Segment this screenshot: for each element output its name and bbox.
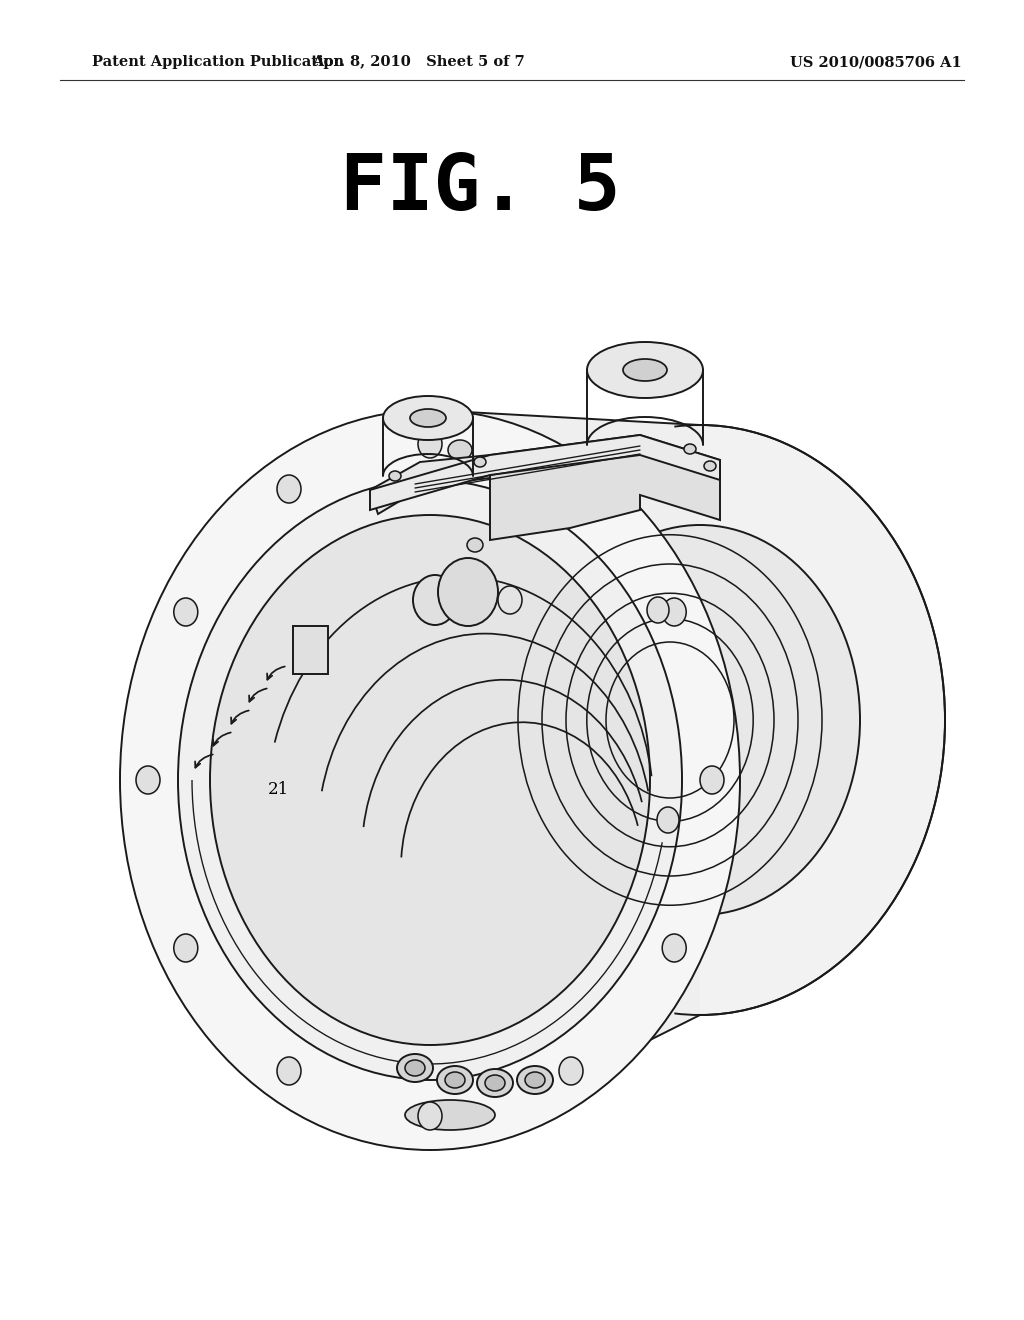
- Polygon shape: [370, 436, 720, 510]
- Ellipse shape: [559, 1057, 583, 1085]
- Ellipse shape: [278, 475, 301, 503]
- Ellipse shape: [700, 766, 724, 795]
- Ellipse shape: [437, 1067, 473, 1094]
- Ellipse shape: [663, 598, 686, 626]
- Ellipse shape: [647, 597, 669, 623]
- Ellipse shape: [485, 1074, 505, 1092]
- Ellipse shape: [406, 1100, 495, 1130]
- Text: 21: 21: [268, 781, 289, 799]
- Ellipse shape: [449, 440, 472, 459]
- Ellipse shape: [684, 444, 696, 454]
- Ellipse shape: [120, 411, 740, 1150]
- Ellipse shape: [474, 457, 486, 467]
- Ellipse shape: [467, 539, 483, 552]
- Ellipse shape: [445, 1072, 465, 1088]
- Ellipse shape: [410, 409, 446, 426]
- Ellipse shape: [657, 807, 679, 833]
- Ellipse shape: [174, 935, 198, 962]
- Ellipse shape: [525, 1072, 545, 1088]
- Ellipse shape: [278, 1057, 301, 1085]
- Text: US 2010/0085706 A1: US 2010/0085706 A1: [790, 55, 962, 69]
- Ellipse shape: [498, 586, 522, 614]
- Ellipse shape: [587, 342, 703, 399]
- Ellipse shape: [174, 598, 198, 626]
- Ellipse shape: [705, 461, 716, 471]
- Polygon shape: [490, 436, 720, 540]
- Bar: [293, 626, 328, 675]
- Polygon shape: [370, 455, 490, 513]
- Ellipse shape: [559, 475, 583, 503]
- Ellipse shape: [623, 359, 667, 381]
- Ellipse shape: [517, 1067, 553, 1094]
- Ellipse shape: [406, 1060, 425, 1076]
- Ellipse shape: [438, 558, 498, 626]
- Ellipse shape: [397, 1053, 433, 1082]
- Ellipse shape: [389, 471, 401, 480]
- Ellipse shape: [540, 525, 860, 915]
- Ellipse shape: [178, 480, 682, 1080]
- Text: Patent Application Publication: Patent Application Publication: [92, 55, 344, 69]
- Ellipse shape: [210, 515, 650, 1045]
- Ellipse shape: [663, 935, 686, 962]
- Ellipse shape: [455, 425, 945, 1015]
- Ellipse shape: [418, 430, 442, 458]
- Text: Apr. 8, 2010   Sheet 5 of 7: Apr. 8, 2010 Sheet 5 of 7: [311, 55, 524, 69]
- Text: FIG. 5: FIG. 5: [340, 150, 621, 226]
- Ellipse shape: [477, 1069, 513, 1097]
- Ellipse shape: [383, 396, 473, 440]
- Ellipse shape: [418, 1102, 442, 1130]
- Polygon shape: [430, 411, 700, 1150]
- Ellipse shape: [136, 766, 160, 795]
- Ellipse shape: [413, 576, 457, 624]
